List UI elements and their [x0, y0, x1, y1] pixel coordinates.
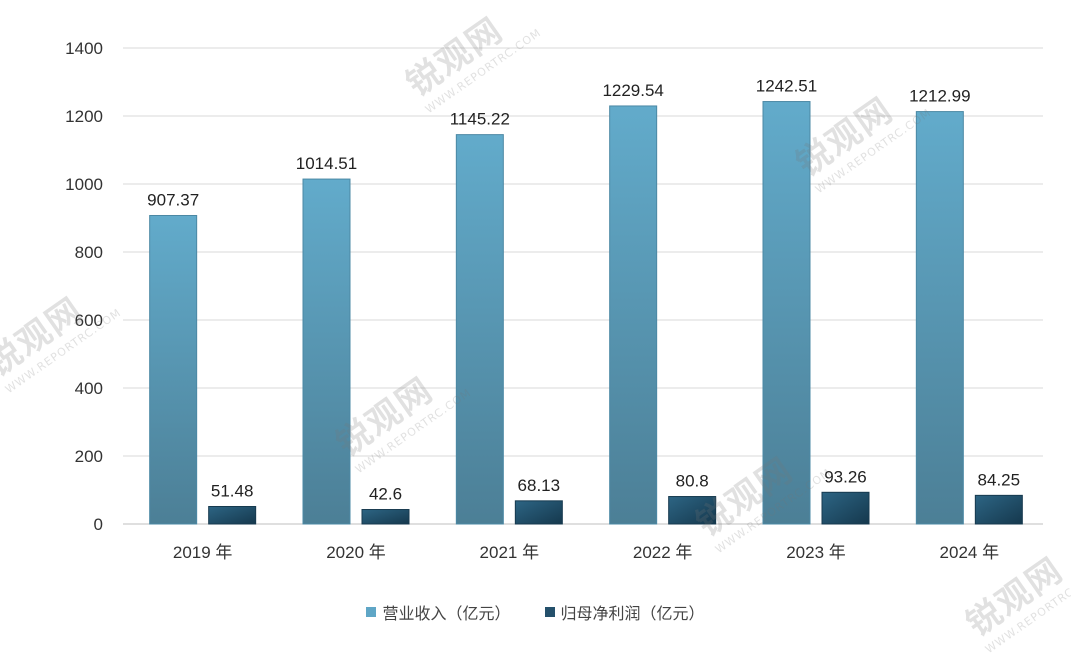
- data-label: 1229.54: [602, 81, 663, 100]
- y-tick-label: 200: [75, 447, 103, 466]
- bar-revenue: [915, 111, 964, 525]
- legend-item-profit: 归母净利润（亿元）: [544, 600, 705, 624]
- legend-swatch-revenue: [366, 607, 377, 617]
- legend-label-revenue: 营业收入（亿元）: [382, 604, 511, 623]
- data-label: 1212.99: [909, 87, 970, 106]
- bar-revenue: [609, 105, 658, 525]
- bar-profit: [208, 505, 257, 525]
- y-tick-label: 400: [75, 379, 103, 398]
- y-tick-label: 800: [75, 243, 103, 262]
- data-label: 84.25: [978, 470, 1021, 489]
- data-label: 68.13: [518, 476, 561, 495]
- bar-revenue: [149, 214, 198, 525]
- data-label: 907.37: [147, 190, 199, 209]
- data-label: 1014.51: [296, 154, 357, 173]
- y-tick-label: 0: [94, 515, 103, 534]
- x-tick-label: 2023 年: [786, 543, 846, 562]
- data-label: 80.8: [676, 472, 709, 491]
- axes: 0 200 400 600 800 1000 1200 1400 2019 年 2020 年 202…: [65, 39, 1043, 562]
- data-label: 51.48: [211, 481, 254, 500]
- bar-chart: 0 200 400 600 800 1000 1200 1400 2019 年 2020 年 202…: [65, 39, 1043, 562]
- bar-profit: [514, 500, 563, 525]
- x-tick-label: 2021 年: [480, 543, 540, 562]
- x-tick-label: 2024 年: [940, 543, 1000, 562]
- bar-revenue: [455, 134, 504, 525]
- legend-label-profit: 归母净利润（亿元）: [560, 604, 705, 623]
- bar-profit: [361, 509, 410, 525]
- bar-revenue: [302, 178, 351, 525]
- bar-profit: [668, 496, 717, 525]
- data-label: 1242.51: [756, 77, 817, 96]
- x-tick-label: 2019 年: [173, 543, 233, 562]
- legend: 营业收入（亿元） 归母净利润（亿元）: [0, 600, 1071, 624]
- data-label: 42.6: [369, 485, 402, 504]
- bar-profit: [821, 491, 870, 525]
- y-tick-label: 1200: [65, 107, 103, 126]
- bar-revenue: [762, 101, 811, 525]
- x-tick-label: 2022 年: [633, 543, 693, 562]
- data-label: 93.26: [824, 467, 867, 486]
- bars: [149, 101, 1023, 525]
- data-labels: 907.37 51.48 1014.51 42.6 1145.22 68.13 1229.5…: [147, 77, 1020, 504]
- y-tick-label: 1000: [65, 175, 103, 194]
- y-tick-label: 1400: [65, 39, 103, 58]
- gridlines: [123, 47, 1043, 457]
- y-tick-label: 600: [75, 311, 103, 330]
- legend-swatch-profit: [544, 607, 555, 617]
- data-label: 1145.22: [450, 110, 510, 129]
- x-tick-label: 2020 年: [326, 543, 386, 562]
- bar-profit: [974, 494, 1023, 525]
- legend-item-revenue: 营业收入（亿元）: [366, 600, 511, 624]
